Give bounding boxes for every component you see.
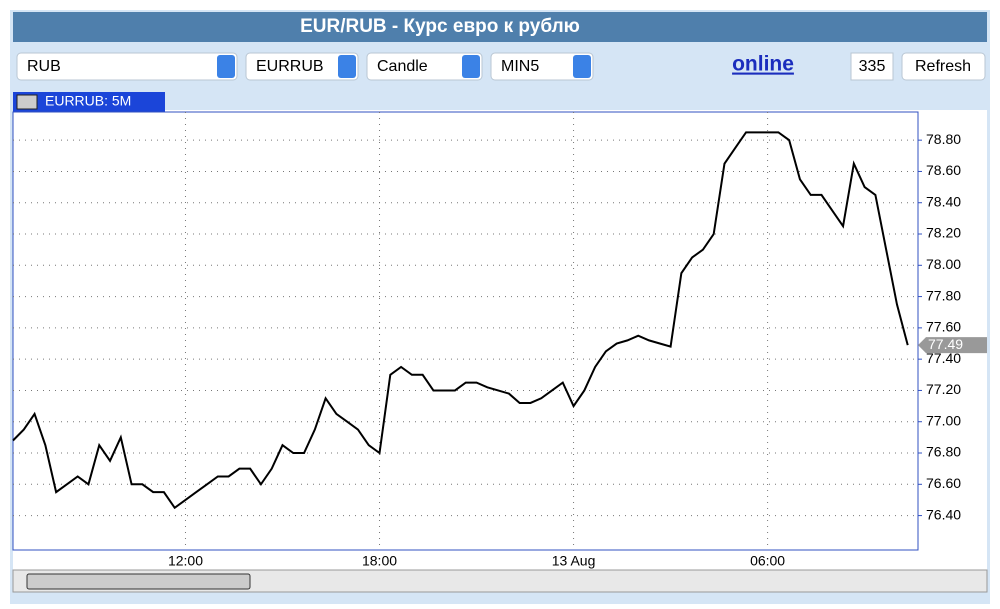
button-text[interactable]: Refresh xyxy=(915,58,971,75)
select[interactable]: EURRUB xyxy=(245,52,359,81)
x-tick-label: 12:00 xyxy=(168,553,203,569)
select-text[interactable]: Candle xyxy=(377,58,428,75)
tab-label: EURRUB: 5M xyxy=(45,93,131,109)
input-value[interactable]: 335 xyxy=(859,58,886,75)
y-tick-label: 78.40 xyxy=(926,193,961,209)
y-tick-label: 76.80 xyxy=(926,444,961,460)
refresh-button[interactable] xyxy=(901,52,986,81)
page-title: EUR/RUB - Курс евро к рублю xyxy=(300,16,580,37)
tab xyxy=(13,92,165,112)
select[interactable]: Candle xyxy=(366,52,483,81)
x-tick-label: 13 Aug xyxy=(552,553,596,569)
y-tick-label: 78.00 xyxy=(926,256,961,272)
y-tick-label: 78.60 xyxy=(926,162,961,178)
select[interactable]: RUB xyxy=(16,52,238,81)
y-tick-label: 77.60 xyxy=(926,319,961,335)
price-line xyxy=(12,131,909,510)
online-link[interactable]: online xyxy=(732,53,794,76)
last-price-label: 77.49 xyxy=(928,336,963,352)
scrollbar[interactable] xyxy=(12,569,988,593)
select-text[interactable]: EURRUB xyxy=(256,58,324,75)
x-tick-label: 06:00 xyxy=(750,553,785,569)
chart-area xyxy=(13,110,987,570)
x-tick-label: 18:00 xyxy=(362,553,397,569)
y-tick-label: 77.40 xyxy=(926,350,961,366)
last-price-tag xyxy=(918,337,987,354)
input-box[interactable] xyxy=(850,52,894,81)
select[interactable]: MIN5 xyxy=(490,52,594,81)
select-text[interactable]: MIN5 xyxy=(501,58,539,75)
tab-icon xyxy=(16,94,38,110)
scroll-thumb[interactable] xyxy=(26,573,251,590)
y-tick-label: 77.00 xyxy=(926,412,961,428)
title-bar xyxy=(13,12,987,42)
y-tick-label: 76.40 xyxy=(926,506,961,522)
y-tick-label: 78.20 xyxy=(926,225,961,241)
y-tick-label: 77.80 xyxy=(926,287,961,303)
y-tick-label: 77.20 xyxy=(926,381,961,397)
plot-frame xyxy=(12,111,919,551)
y-tick-label: 76.60 xyxy=(926,475,961,491)
y-tick-label: 78.80 xyxy=(926,131,961,147)
select-text[interactable]: RUB xyxy=(27,58,61,75)
